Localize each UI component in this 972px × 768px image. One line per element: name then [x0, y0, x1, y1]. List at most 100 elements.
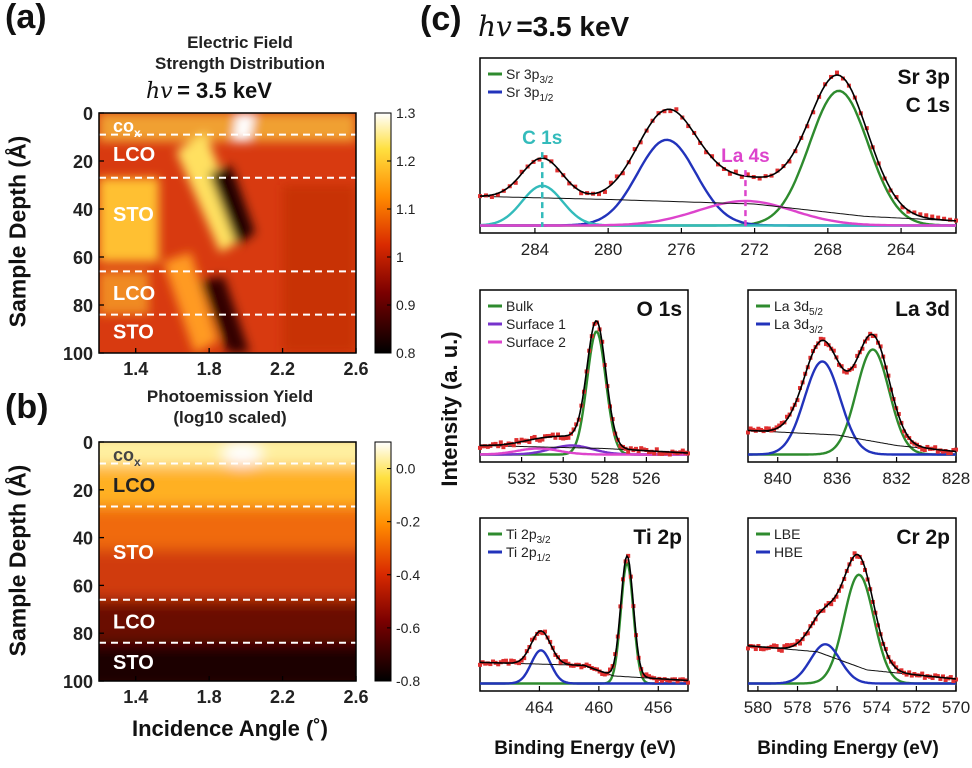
data-point [513, 180, 518, 185]
layer-label: STO [113, 652, 154, 674]
data-point [600, 671, 605, 676]
data-point [909, 673, 914, 678]
right-xlabel-2: Binding Energy (eV) [757, 738, 939, 759]
data-point [839, 584, 844, 589]
x-tick-label: 264 [887, 240, 915, 259]
data-point [636, 449, 641, 454]
data-point [662, 109, 667, 114]
legend-label: La 3d3/2 [774, 316, 823, 336]
x-tick-label: 464 [525, 698, 553, 717]
data-point [498, 440, 503, 445]
lco-band [99, 271, 149, 315]
y-tick-label: 80 [73, 624, 93, 644]
data-point [680, 448, 685, 453]
data-point [540, 437, 545, 442]
data-point [787, 159, 792, 164]
data-point [774, 644, 779, 649]
sto-band-3 [99, 642, 356, 681]
x-tick-label: 832 [882, 469, 910, 488]
data-point [933, 673, 938, 678]
sto-band-2 [99, 549, 356, 600]
data-point [870, 334, 875, 339]
data-point [766, 426, 771, 431]
layer-label: LCO [113, 611, 155, 633]
data-point [831, 348, 836, 353]
legend-label: Ti 2p3/2 [506, 526, 551, 546]
y-tick-label: 0 [83, 104, 93, 124]
data-point [779, 420, 784, 425]
data-point [829, 602, 834, 607]
data-point [785, 643, 789, 648]
legend-label: La 3d5/2 [774, 298, 823, 318]
heatmap-frame [98, 112, 357, 354]
data-point [496, 444, 501, 449]
y-tick-label: 80 [73, 296, 93, 316]
y-tick-label: 60 [73, 248, 93, 268]
data-point [746, 646, 750, 651]
layer-label: cox [113, 445, 141, 469]
data-point [759, 427, 763, 432]
data-point [584, 662, 589, 667]
data-point [495, 192, 500, 197]
data-point [855, 554, 860, 559]
data-point [834, 594, 839, 599]
envelope-line [479, 74, 957, 222]
data-point [852, 551, 857, 556]
x-tick-label: 574 [863, 698, 891, 717]
data-point [563, 436, 568, 441]
data-point [543, 434, 547, 439]
spectrum-panel-La3d: 840 836 832 828 La 3d La 3d5/2La 3d3/2 [746, 289, 970, 488]
y-tick-label: 40 [73, 529, 93, 549]
data-point [561, 659, 566, 664]
data-point [618, 444, 623, 449]
data-point [491, 659, 495, 664]
heatmap-a: cox LCO STO LCO STO [99, 113, 356, 353]
component-Ti-2p1/2 [480, 649, 688, 685]
x-tick-label: 1.4 [123, 359, 148, 379]
data-point [739, 174, 744, 179]
data-point [920, 447, 925, 452]
y-tick-label: 100 [63, 672, 93, 692]
x-tick-label: 280 [594, 240, 622, 259]
y-tick-label: 100 [63, 344, 93, 364]
data-point [902, 429, 906, 434]
data-point [667, 678, 672, 683]
orange-streak [163, 252, 219, 353]
data-point [519, 658, 524, 663]
panel-b-label: (b) [5, 388, 49, 426]
data-point [733, 169, 738, 174]
colorbar-tick-label: 1 [396, 249, 404, 265]
heatmap-blobs [99, 113, 356, 353]
data-point [654, 678, 659, 683]
panel-a-title: Electric Field Strength Distribution [140, 32, 340, 74]
panel-b-title-line2: (log10 scaled) [173, 408, 287, 427]
data-point [922, 447, 927, 452]
white-spot [222, 442, 263, 466]
data-point [821, 608, 826, 613]
spectrum-label: Ti 2p [633, 526, 682, 549]
x-tick-label: 1.4 [123, 687, 148, 707]
data-point [478, 194, 482, 199]
data-point [909, 440, 914, 445]
data-point [478, 662, 482, 667]
panel-b-title-line1: Photoemission Yield [146, 387, 314, 406]
data-point [680, 677, 685, 682]
data-point [652, 451, 657, 456]
data-point [757, 176, 762, 181]
data-point [946, 451, 951, 456]
data-point [805, 124, 810, 129]
panel-b-title: Photoemission Yield (log10 scaled) [110, 386, 350, 428]
colorbar [374, 112, 392, 354]
x-tick-label: 828 [942, 469, 970, 488]
data-point [519, 169, 524, 174]
data-point [922, 675, 927, 680]
data-point [530, 637, 534, 642]
legend-label: Sr 3p1/2 [506, 84, 554, 104]
data-point [532, 434, 537, 439]
panel-a-title-line2: Strength Distribution [155, 54, 325, 73]
x-tick-label: 2.6 [343, 687, 368, 707]
data-point [924, 213, 929, 218]
colorbar-tick-label: 1.1 [396, 201, 416, 217]
layer-label: LCO [113, 283, 155, 305]
data-point [787, 643, 792, 648]
